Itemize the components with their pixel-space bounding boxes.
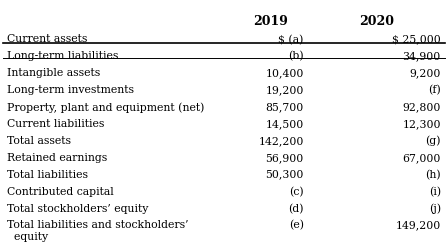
Text: Current liabilities: Current liabilities: [7, 119, 104, 129]
Text: (j): (j): [429, 204, 441, 214]
Text: 56,900: 56,900: [265, 153, 304, 163]
Text: 92,800: 92,800: [402, 102, 441, 112]
Text: Property, plant and equipment (net): Property, plant and equipment (net): [7, 102, 205, 113]
Text: 67,000: 67,000: [402, 153, 441, 163]
Text: 34,900: 34,900: [403, 51, 441, 61]
Text: Intangible assets: Intangible assets: [7, 68, 100, 78]
Text: (c): (c): [289, 186, 304, 197]
Text: 9,200: 9,200: [409, 68, 441, 78]
Text: 19,200: 19,200: [265, 85, 304, 95]
Text: $ (a): $ (a): [278, 34, 304, 45]
Text: 85,700: 85,700: [265, 102, 304, 112]
Text: $ 25,000: $ 25,000: [392, 34, 441, 44]
Text: (f): (f): [428, 85, 441, 95]
Text: (i): (i): [429, 186, 441, 197]
Text: Total stockholders’ equity: Total stockholders’ equity: [7, 204, 149, 214]
Text: (h): (h): [425, 170, 441, 180]
Text: 2020: 2020: [359, 15, 394, 28]
Text: 2019: 2019: [253, 15, 288, 28]
Text: 12,300: 12,300: [402, 119, 441, 129]
Text: Contributed capital: Contributed capital: [7, 186, 114, 197]
Text: (e): (e): [289, 220, 304, 231]
Text: 10,400: 10,400: [265, 68, 304, 78]
Text: Long-term investments: Long-term investments: [7, 85, 134, 95]
Text: Current assets: Current assets: [7, 34, 87, 44]
Text: 14,500: 14,500: [265, 119, 304, 129]
Text: Retained earnings: Retained earnings: [7, 153, 108, 163]
Text: (b): (b): [288, 51, 304, 62]
Text: Total liabilities: Total liabilities: [7, 170, 88, 180]
Text: 142,200: 142,200: [258, 136, 304, 146]
Text: (g): (g): [425, 136, 441, 147]
Text: Total liabilities and stockholders’
  equity: Total liabilities and stockholders’ equi…: [7, 220, 189, 242]
Text: (d): (d): [288, 204, 304, 214]
Text: 149,200: 149,200: [396, 220, 441, 230]
Text: 50,300: 50,300: [265, 170, 304, 180]
Text: Long-term liabilities: Long-term liabilities: [7, 51, 119, 61]
Text: Total assets: Total assets: [7, 136, 71, 146]
